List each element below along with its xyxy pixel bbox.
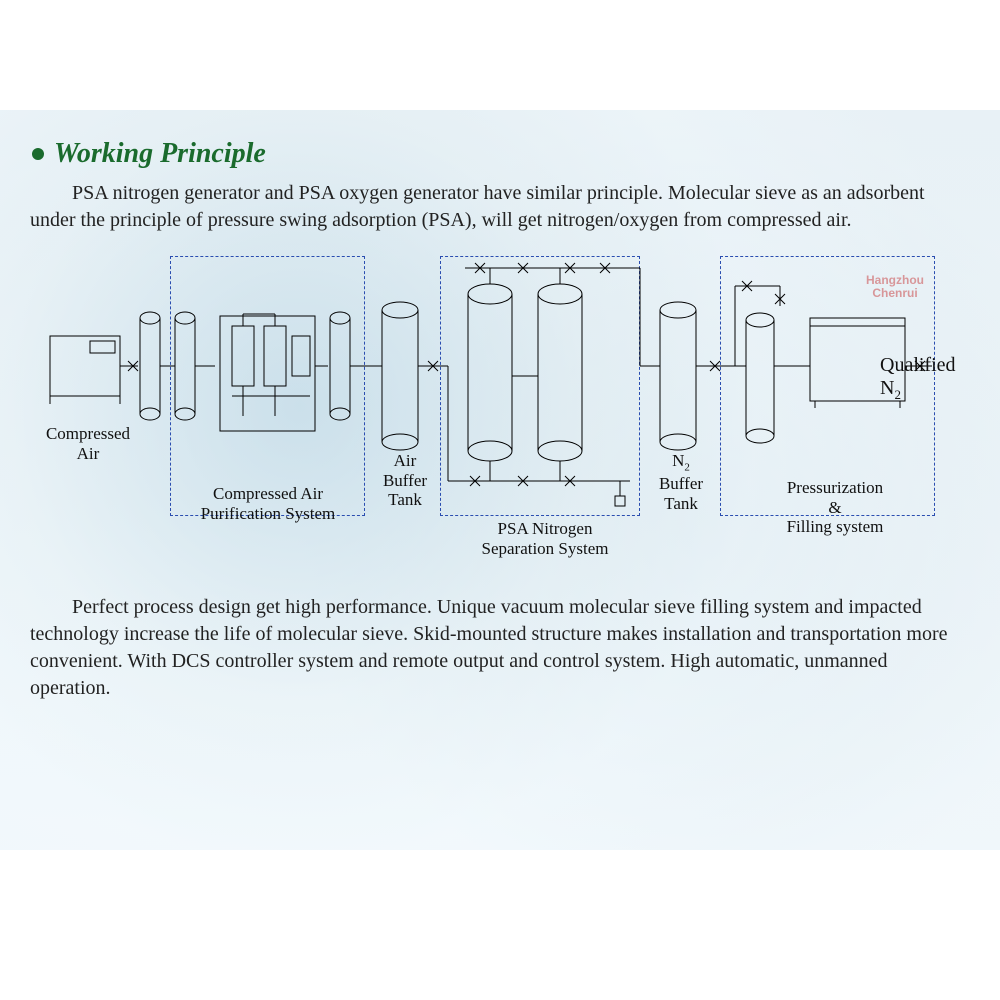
label-psa: PSA NitrogenSeparation System <box>460 519 630 558</box>
process-diagram: HangzhouChenrui <box>20 246 980 576</box>
label-psa-text: PSA NitrogenSeparation System <box>481 519 608 558</box>
label-n2-buffer: N2BufferTank <box>646 451 716 513</box>
label-compressed-air: CompressedAir <box>28 424 148 463</box>
outro-paragraph: Perfect process design get high performa… <box>30 594 970 702</box>
label-output: Qualified N2 <box>880 354 980 403</box>
intro-paragraph: PSA nitrogen generator and PSA oxygen ge… <box>30 180 970 234</box>
label-purification: Compressed AirPurification System <box>178 484 358 523</box>
label-pressurization: Pressurization&Filling system <box>760 478 910 537</box>
bullet-icon <box>32 148 44 160</box>
content-panel: Working Principle PSA nitrogen generator… <box>0 110 1000 850</box>
label-air-buffer: AirBufferTank <box>370 451 440 510</box>
label-purification-text: Compressed AirPurification System <box>201 484 336 523</box>
title-row: Working Principle <box>32 138 980 170</box>
section-title: Working Principle <box>54 138 266 170</box>
